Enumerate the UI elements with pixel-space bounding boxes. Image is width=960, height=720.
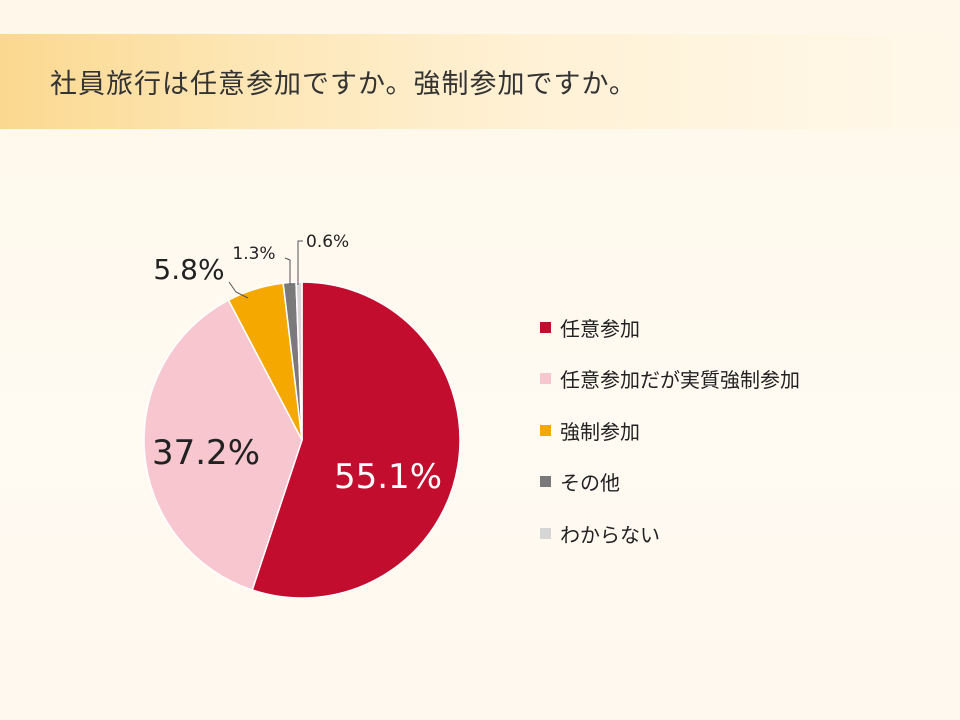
chart-legend: 任意参加任意参加だが実質強制参加 強制参加その他わからない bbox=[540, 314, 940, 572]
legend-swatch bbox=[540, 527, 551, 539]
legend-item-5: わからない bbox=[540, 520, 940, 547]
leader-line-3 bbox=[228, 281, 249, 299]
legend-swatch bbox=[540, 476, 551, 487]
data-label-2: 37.2% bbox=[152, 433, 260, 473]
data-label-1: 55.1% bbox=[334, 457, 442, 497]
legend-label: 強制参加 bbox=[560, 419, 640, 444]
legend-swatch bbox=[540, 373, 551, 384]
pie-slice-5 bbox=[295, 281, 303, 441]
legend-label: わからない bbox=[560, 522, 660, 547]
data-label-5: 0.6% bbox=[306, 232, 349, 252]
data-label-3: 5.8% bbox=[153, 253, 224, 286]
page-title: 社員旅行は任意参加ですか。強制参加ですか。 bbox=[50, 69, 637, 100]
title-band bbox=[0, 34, 960, 129]
pie-slice-2 bbox=[143, 299, 303, 591]
legend-item-2: 任意参加だが実質強制参加 bbox=[540, 366, 940, 392]
leader-line-4 bbox=[284, 257, 291, 285]
leader-line-5 bbox=[297, 240, 303, 285]
legend-label: 任意参加だが実質強制参加 bbox=[560, 368, 800, 392]
legend-swatch bbox=[540, 424, 551, 436]
legend-item-4: その他 bbox=[540, 469, 940, 495]
legend-item-3: 強制参加 bbox=[540, 417, 940, 444]
legend-label: その他 bbox=[560, 471, 620, 495]
data-label-4: 1.3% bbox=[232, 244, 275, 264]
legend-swatch bbox=[540, 321, 551, 333]
legend-label: 任意参加 bbox=[560, 316, 640, 341]
pie-slice-1 bbox=[251, 281, 461, 599]
legend-item-1: 任意参加 bbox=[540, 314, 940, 341]
